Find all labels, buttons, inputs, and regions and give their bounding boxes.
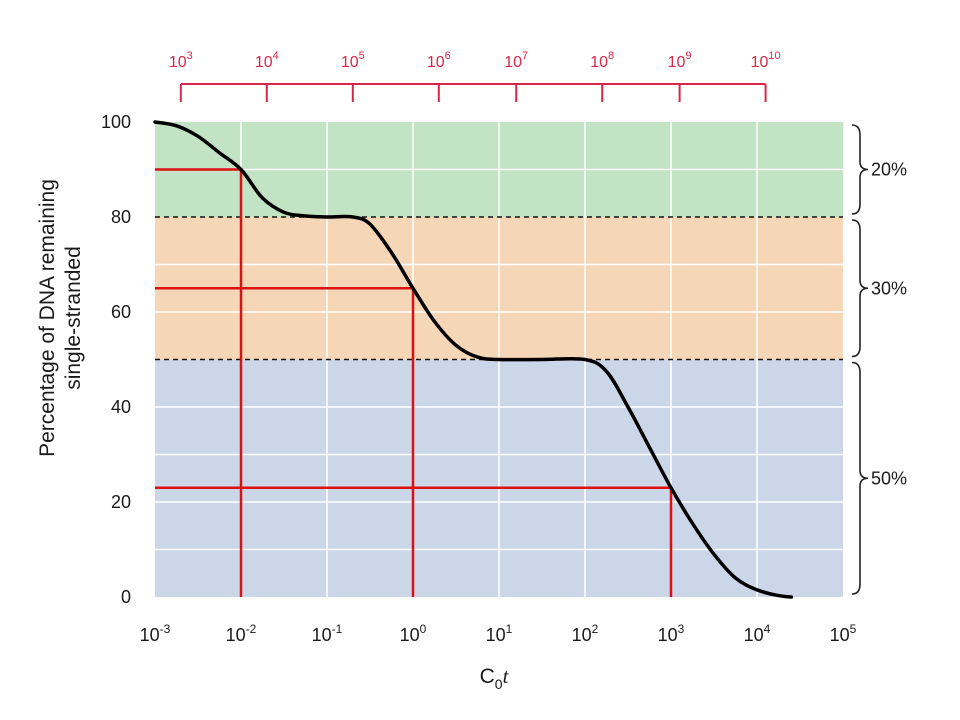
y-axis-title-line2: single-stranded <box>62 246 85 390</box>
x-tick-label: 10-1 <box>312 622 343 645</box>
top-tick-label-sup: 7 <box>522 50 528 62</box>
brace-label-2: 50% <box>871 468 907 488</box>
x-axis-ticks: 10-3 10-2 10-1 100 101 102 103 104 105 <box>140 622 857 645</box>
top-tick-label-sup: 10 <box>768 50 780 62</box>
y-axis-title-line1: Percentage of DNA remaining <box>36 179 59 457</box>
x-tick-label-sup: -2 <box>246 622 257 636</box>
brace-label-1: 30% <box>871 278 907 298</box>
y-axis-ticks: 0 20 40 60 80 100 <box>101 112 131 607</box>
y-tick-label: 60 <box>111 302 131 322</box>
x-tick-label-sup: 3 <box>678 622 685 636</box>
x-tick-label: 101 <box>486 622 513 645</box>
x-tick-label-base: 10 <box>744 625 764 645</box>
brace-2 <box>851 361 869 595</box>
y-tick-label: 20 <box>111 492 131 512</box>
x-axis-title-tail: t <box>503 664 510 688</box>
x-axis-title-sub: 0 <box>495 676 503 692</box>
top-tick-label-base: 10 <box>427 54 445 71</box>
y-tick-label: 80 <box>111 207 131 227</box>
x-tick-label-sup: -1 <box>332 622 343 636</box>
top-tick-label: 106 <box>427 50 451 71</box>
x-tick-label-sup: -3 <box>160 622 171 636</box>
top-tick-label-base: 10 <box>341 54 359 71</box>
top-tick-label-base: 10 <box>255 54 273 71</box>
top-tick-label-base: 10 <box>668 54 686 71</box>
curve-line <box>153 120 794 599</box>
x-tick-label-sup: 1 <box>506 622 513 636</box>
x-tick-label: 10-3 <box>140 622 171 645</box>
x-tick-label-sup: 4 <box>764 622 771 636</box>
x-tick-label-base: 10 <box>830 625 850 645</box>
x-tick-label: 100 <box>400 622 427 645</box>
x-tick-label: 102 <box>572 622 599 645</box>
x-tick-label-base: 10 <box>400 625 420 645</box>
y-tick-label: 40 <box>111 397 131 417</box>
top-tick-label-sup: 5 <box>359 50 365 62</box>
top-tick-label-base: 10 <box>169 54 187 71</box>
x-tick-label-sup: 5 <box>850 622 857 636</box>
x-tick-label: 105 <box>830 622 857 645</box>
brace-0 <box>851 124 869 215</box>
top-tick-label-base: 10 <box>504 54 522 71</box>
top-tick-label-sup: 9 <box>685 50 691 62</box>
y-tick-label: 100 <box>101 112 131 132</box>
x-tick-label-sup: 2 <box>592 622 599 636</box>
x-tick-label-sup: 0 <box>420 622 427 636</box>
top-tick-label: 1010 <box>751 50 781 71</box>
x-tick-label: 104 <box>744 622 771 645</box>
top-tick-label-base: 10 <box>590 54 608 71</box>
top-tick-label: 109 <box>668 50 692 71</box>
top-tick-label: 103 <box>169 50 193 71</box>
x-tick-label-base: 10 <box>140 625 160 645</box>
band-braces: 20% 30% 50% <box>851 124 907 595</box>
brace-label-0: 20% <box>871 160 907 180</box>
top-axis: 103 104 105 106 107 108 109 1010 <box>169 50 781 102</box>
y-tick-label: 0 <box>121 587 131 607</box>
x-axis-title: C0t <box>480 664 510 692</box>
x-tick-label-base: 10 <box>572 625 592 645</box>
top-tick-label-sup: 6 <box>445 50 451 62</box>
top-tick-label-sup: 3 <box>187 50 193 62</box>
x-tick-label-base: 10 <box>658 625 678 645</box>
top-tick-label-sup: 8 <box>608 50 614 62</box>
curve-group <box>153 120 794 599</box>
x-axis-title-base: C <box>480 665 495 688</box>
top-tick-label: 108 <box>590 50 614 71</box>
top-tick-label-base: 10 <box>751 54 769 71</box>
top-tick-label: 105 <box>341 50 365 71</box>
top-tick-label-sup: 4 <box>273 50 279 62</box>
top-tick-label: 107 <box>504 50 528 71</box>
reference-lines <box>155 168 673 597</box>
x-tick-label-base: 10 <box>226 625 246 645</box>
x-tick-label: 10-2 <box>226 622 257 645</box>
brace-1 <box>851 219 869 358</box>
top-tick-label: 104 <box>255 50 279 71</box>
x-tick-label: 103 <box>658 622 685 645</box>
x-tick-label-base: 10 <box>486 625 506 645</box>
x-tick-label-base: 10 <box>312 625 332 645</box>
